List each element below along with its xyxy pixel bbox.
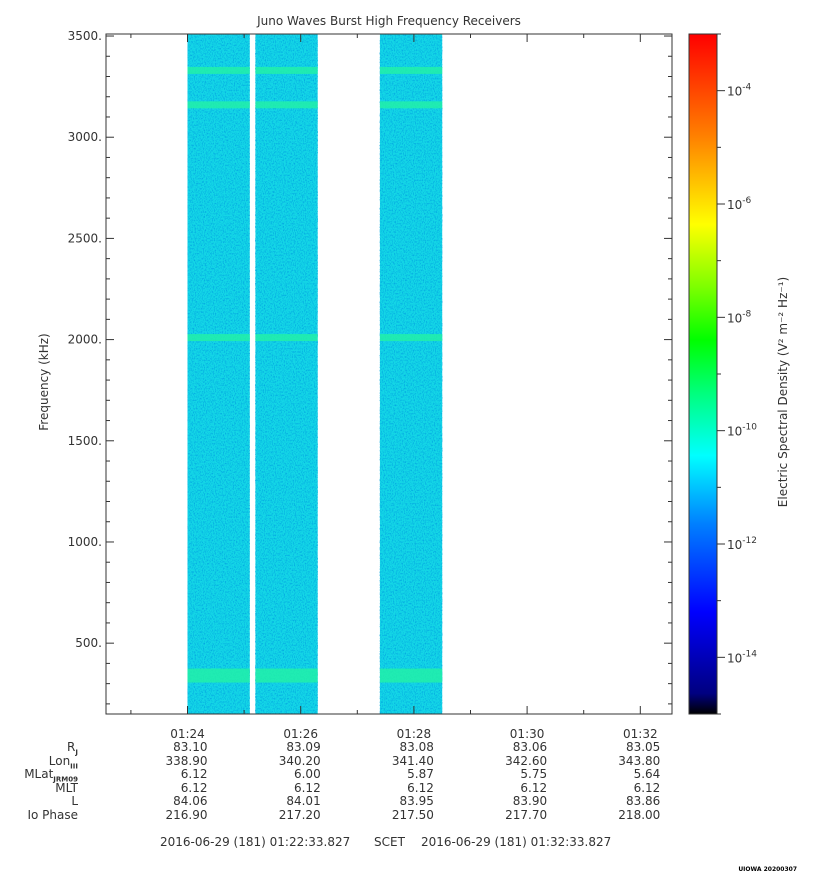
x-tick-label: 01:32 xyxy=(623,727,658,741)
ephemeris-value: 6.12 xyxy=(633,780,661,795)
emission-band xyxy=(187,334,250,342)
x-tick-label: 01:30 xyxy=(510,727,545,741)
emission-band xyxy=(187,66,250,74)
ephemeris-value: 6.12 xyxy=(520,780,548,795)
uiowa-stamp: UIOWA 20200307 xyxy=(738,866,797,873)
emission-band xyxy=(255,101,318,109)
interval-noise xyxy=(255,34,318,714)
emission-band xyxy=(379,334,443,342)
ephemeris-value: 84.01 xyxy=(286,794,321,808)
ephemeris-label: L xyxy=(71,794,78,808)
ephemeris-label: MLT xyxy=(55,780,78,795)
emission-band xyxy=(255,66,318,74)
x-tick-label: 01:26 xyxy=(283,727,318,741)
ephemeris-label: RJ xyxy=(67,740,78,757)
ephemeris-value: 342.60 xyxy=(505,753,548,768)
ephemeris-value: 83.06 xyxy=(512,740,548,754)
ephemeris-value: 343.80 xyxy=(618,753,661,768)
ephemeris-label: Io Phase xyxy=(27,807,78,822)
ephemeris-value: 217.70 xyxy=(505,807,548,822)
y-axis-label: Frequency (kHz) xyxy=(37,333,51,430)
chart-title: Juno Waves Burst High Frequency Receiver… xyxy=(256,14,521,28)
ephemeris-value: 216.90 xyxy=(165,807,208,822)
interval-noise xyxy=(187,34,250,714)
ephemeris-value: 83.08 xyxy=(399,740,434,754)
y-tick-label: 1500. xyxy=(68,434,102,448)
emission-band xyxy=(379,668,443,683)
ephemeris-value: 338.90 xyxy=(165,753,208,768)
ephemeris-value: 341.40 xyxy=(391,753,434,768)
ephemeris-value: 5.75 xyxy=(520,767,548,781)
scet-label: SCET xyxy=(374,835,405,849)
ephemeris-value: 6.12 xyxy=(180,780,208,795)
plot-area: 3500. 3000. 2500. 2000. 1500. 1000. 500. 01:24 0… xyxy=(68,29,673,741)
ephemeris-value: 6.12 xyxy=(407,780,434,795)
ephemeris-value: 217.50 xyxy=(391,807,434,822)
ephemeris-table: RJ 83.10 83.09 83.08 83.06 83.05 LonIII 338.90 3… xyxy=(0,740,815,835)
y-tick-label: 3000. xyxy=(68,130,102,144)
colorbar-tick-label: 10-8 xyxy=(727,309,752,325)
ephemeris-value: 83.10 xyxy=(173,740,208,754)
data-interval-1 xyxy=(255,34,318,714)
ephemeris-value: 217.20 xyxy=(278,807,321,822)
ephemeris-value: 5.87 xyxy=(407,767,434,781)
colorbar-tick-label: 10-6 xyxy=(727,196,752,212)
colorbar-tick-label: 10-4 xyxy=(727,83,752,99)
x-tick-label: 01:24 xyxy=(170,727,205,741)
ephemeris-value: 340.20 xyxy=(278,753,321,768)
x-tick-label: 01:28 xyxy=(397,727,432,741)
ephemeris-value: 83.90 xyxy=(512,794,548,808)
colorbar-gradient xyxy=(688,33,718,715)
data-interval-0 xyxy=(187,34,250,714)
start-time: 2016-06-29 (181) 01:22:33.827 xyxy=(160,835,351,849)
emission-band xyxy=(255,668,318,683)
end-time: 2016-06-29 (181) 01:32:33.827 xyxy=(421,835,612,849)
colorbar-label: Electric Spectral Density (V² m⁻² Hz⁻¹) xyxy=(776,277,790,507)
interval-noise xyxy=(379,34,443,714)
ephemeris-value: 6.12 xyxy=(180,767,208,781)
ephemeris-value: 83.05 xyxy=(625,740,661,754)
colorbar: 10-4 10-6 10-8 10-10 10-12 10-14 xyxy=(688,33,757,715)
ephemeris-label: MLatJRM09 xyxy=(24,767,78,784)
ephemeris-label: LonIII xyxy=(48,753,78,770)
ephemeris-value: 6.12 xyxy=(293,780,321,795)
emission-band xyxy=(187,668,250,683)
ephemeris-value: 84.06 xyxy=(173,794,208,808)
ephemeris-value: 83.86 xyxy=(625,794,661,808)
y-tick-label: 1000. xyxy=(68,535,102,549)
emission-band xyxy=(379,101,443,109)
colorbar-tick-label: 10-12 xyxy=(727,536,757,552)
ephemeris-value: 218.00 xyxy=(618,807,661,822)
ephemeris-value: 6.00 xyxy=(293,767,321,781)
data-interval-2 xyxy=(379,34,443,714)
y-tick-label: 2000. xyxy=(68,333,102,347)
colorbar-tick-label: 10-14 xyxy=(727,649,757,665)
y-tick-label: 500. xyxy=(75,636,102,650)
y-tick-label: 2500. xyxy=(68,231,102,245)
ephemeris-value: 83.95 xyxy=(399,794,434,808)
emission-band xyxy=(255,334,318,342)
plot-frame xyxy=(105,33,673,715)
ephemeris-value: 5.64 xyxy=(633,767,661,781)
emission-band xyxy=(187,101,250,109)
y-tick-label: 3500. xyxy=(68,29,102,43)
emission-band xyxy=(379,66,443,74)
ephemeris-value: 83.09 xyxy=(286,740,321,754)
colorbar-tick-label: 10-10 xyxy=(727,423,757,439)
